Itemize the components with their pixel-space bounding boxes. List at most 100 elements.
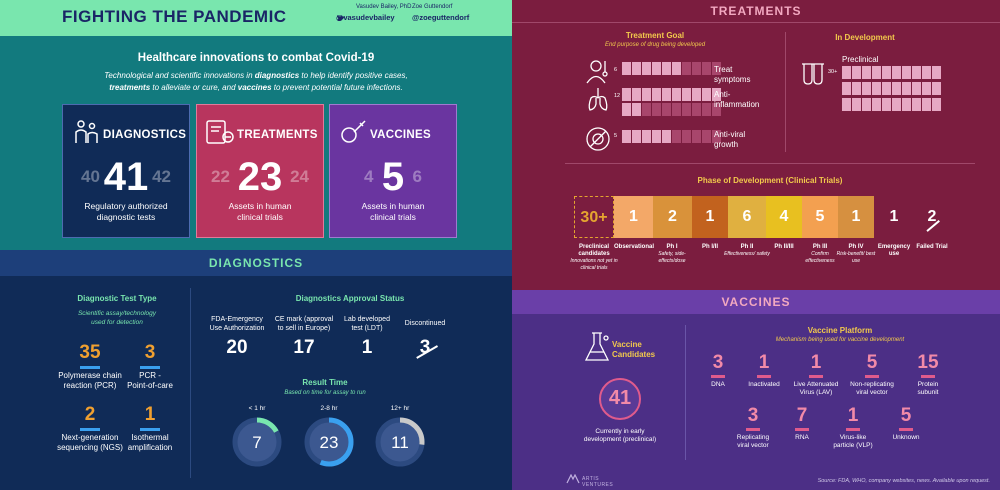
platform-lav: 1 Live Attenuated Virus (LAV) bbox=[793, 352, 839, 396]
platform-replicating: 3 Replicating viral vector bbox=[736, 405, 770, 449]
dev-title: In Development bbox=[835, 33, 895, 42]
phase-preclinical: 30+ bbox=[574, 196, 614, 238]
prescription-icon bbox=[206, 120, 234, 144]
phase-title: Phase of Development (Clinical Trials) bbox=[697, 176, 843, 185]
author-1: Vasudev Bailey, PhD @vasudevbailey bbox=[336, 4, 412, 22]
divider bbox=[565, 163, 975, 164]
goal-square bbox=[662, 130, 671, 143]
goal-square bbox=[622, 130, 631, 143]
preclinical-square bbox=[872, 98, 881, 111]
goal-square bbox=[642, 62, 651, 75]
test-type-poc: 3 PCR - Point-of-care bbox=[127, 342, 173, 390]
goal-square bbox=[662, 88, 671, 101]
goal-square bbox=[642, 88, 651, 101]
goal-square bbox=[672, 103, 681, 116]
preclinical-square bbox=[842, 98, 851, 111]
preclinical-square bbox=[882, 98, 891, 111]
donut-value: 7 bbox=[252, 433, 261, 452]
goal-square bbox=[662, 62, 671, 75]
goal-label-2: Anti-inflammation bbox=[714, 90, 760, 109]
test-type-ngs: 2 Next-generation sequencing (NGS) bbox=[57, 404, 123, 452]
goal-square bbox=[692, 62, 701, 75]
thermometer-person-icon bbox=[586, 60, 608, 84]
divider bbox=[512, 22, 1000, 23]
preclinical-square bbox=[922, 82, 931, 95]
preclinical-square bbox=[852, 82, 861, 95]
goal-square bbox=[642, 103, 651, 116]
vaccine-candidates-count: 41 bbox=[608, 387, 632, 409]
syringe-icon bbox=[341, 120, 366, 143]
phase-label-emergency: Emergency use bbox=[877, 244, 911, 257]
preclinical-square bbox=[912, 66, 921, 79]
vaccine-candidates-title: Vaccine Candidates bbox=[612, 340, 656, 359]
header-bar bbox=[0, 0, 512, 36]
preclinical-square bbox=[872, 82, 881, 95]
diagnostics-count: 41 bbox=[103, 155, 149, 199]
phase-label-ph1: Ph I Safety, side-effects/dose bbox=[658, 244, 686, 264]
goal-count-2: 12 bbox=[614, 93, 621, 99]
donut-arc bbox=[304, 417, 354, 467]
goal-square bbox=[672, 62, 681, 75]
goal-square bbox=[632, 103, 641, 116]
vaccines-band: VACCINES bbox=[512, 290, 1000, 314]
people-icon bbox=[75, 120, 98, 143]
diagnostics-band: DIAGNOSTICS bbox=[0, 250, 512, 276]
goal-label-3: Anti-viral growth bbox=[714, 130, 746, 149]
result-time-donuts: 7 23 11 bbox=[232, 417, 425, 467]
phase-ph4: 1 bbox=[838, 196, 874, 238]
divider bbox=[190, 288, 191, 478]
phase-ph2: 6 bbox=[728, 196, 766, 238]
phase-failed: 2 bbox=[927, 208, 937, 225]
divider bbox=[685, 325, 686, 460]
platform-vlp: 1 Virus-like particle (VLP) bbox=[833, 405, 873, 449]
author-2: Zoe Guttendorf @zoeguttendorf bbox=[412, 4, 470, 22]
phase-label-ph3: Ph III Confirm effectiveness bbox=[805, 244, 835, 264]
phase-label-ph1-2: Ph I/II bbox=[701, 244, 718, 250]
preclinical-square bbox=[892, 98, 901, 111]
preclinical-square bbox=[932, 66, 941, 79]
preclinical-square bbox=[842, 66, 851, 79]
phase-ph2-3: 4 bbox=[766, 196, 802, 238]
preclinical-square bbox=[852, 98, 861, 111]
preclinical-square bbox=[892, 66, 901, 79]
card-diagnostics: DIAGNOSTICS 40 41 42 Regulatory authoriz… bbox=[62, 104, 190, 238]
goal-label-1: Treat symptoms bbox=[714, 65, 751, 84]
goal-square bbox=[712, 130, 721, 143]
phase-ph1-2: 1 bbox=[692, 196, 728, 238]
phase-ph1: 2 bbox=[653, 196, 692, 238]
goal-square bbox=[682, 62, 691, 75]
preclinical-square bbox=[922, 66, 931, 79]
preclinical-square bbox=[862, 82, 871, 95]
goal-square bbox=[672, 88, 681, 101]
intro-text: Technological and scientific innovations… bbox=[104, 71, 408, 92]
page-title: FIGHTING THE PANDEMIC bbox=[62, 7, 287, 26]
platform-protein: 15 Protein subunit bbox=[917, 352, 939, 396]
test-type-sub: Scientific assay/technology used for dete… bbox=[77, 310, 157, 326]
goal-square bbox=[692, 88, 701, 101]
goal-square bbox=[702, 103, 711, 116]
goal-title: Treatment Goal bbox=[625, 31, 685, 40]
phase-label-observational: Observational bbox=[613, 244, 654, 250]
goal-square bbox=[692, 130, 701, 143]
dev-count: 30+ bbox=[828, 69, 838, 75]
goal-square bbox=[622, 103, 631, 116]
intro-heading: Healthcare innovations to combat Covid-1… bbox=[137, 52, 375, 64]
card-treatments: TREATMENTS 22 23 24 Assets in human clini… bbox=[196, 104, 324, 238]
goal-square bbox=[682, 88, 691, 101]
goal-square bbox=[702, 130, 711, 143]
platform-sub: Mechanism being used for vaccine develop… bbox=[775, 337, 905, 343]
goal-square bbox=[702, 62, 711, 75]
preclinical-square bbox=[922, 98, 931, 111]
preclinical-square bbox=[902, 66, 911, 79]
phase-label-ph2: Ph II Effectiveness/ safety bbox=[724, 244, 770, 257]
treatments-count: 23 bbox=[237, 155, 283, 199]
platform-title: Vaccine Platform bbox=[807, 326, 873, 335]
divider bbox=[785, 32, 786, 152]
goal-square bbox=[692, 103, 701, 116]
goal-square bbox=[652, 62, 661, 75]
goal-square bbox=[712, 62, 721, 75]
preclinical-square bbox=[892, 82, 901, 95]
vaccine-candidates-caption: Currently in early development (preclinic… bbox=[583, 428, 657, 443]
phase-label-preclinical: Preclinical candidates Innovations not yet… bbox=[570, 244, 618, 271]
treatments-section bbox=[512, 0, 1000, 290]
